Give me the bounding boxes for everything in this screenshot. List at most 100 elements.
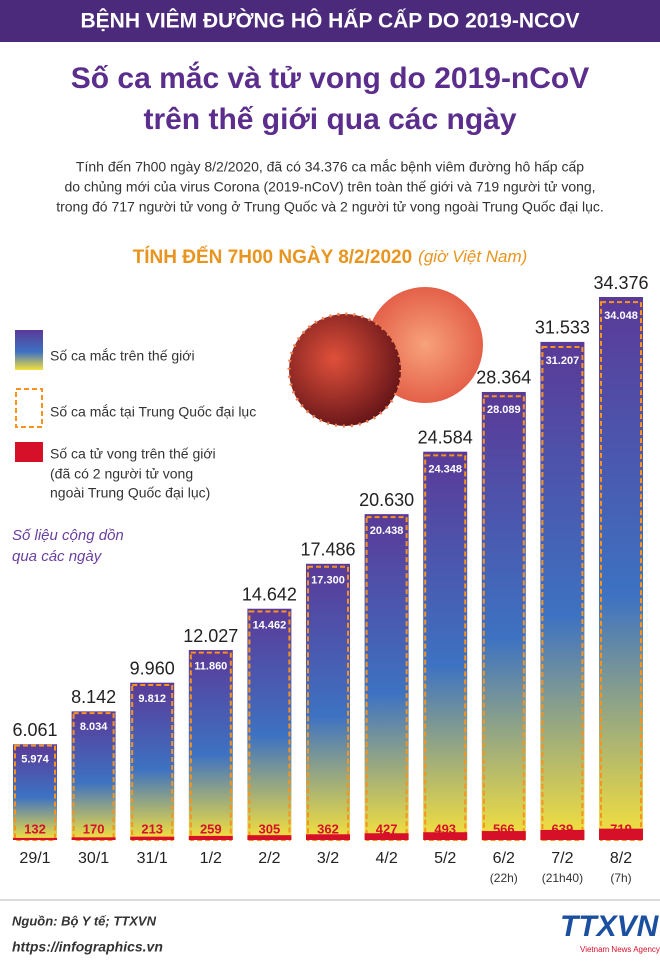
value-label: 719 xyxy=(610,821,632,836)
legend-label: Số ca tử vong trên thế giới xyxy=(50,446,216,462)
value-label: 5.974 xyxy=(21,754,49,766)
legend-swatch xyxy=(15,442,43,462)
value-label: 20.630 xyxy=(359,490,414,510)
value-label: 566 xyxy=(493,821,515,836)
x-tick-label: 6/2 xyxy=(493,850,515,867)
value-label: 639 xyxy=(552,821,574,836)
death-bar xyxy=(188,835,233,840)
legend-label: Số ca mắc tại Trung Quốc đại lục xyxy=(50,404,256,420)
value-label: 24.584 xyxy=(418,427,473,447)
bar xyxy=(130,682,175,840)
china-bar xyxy=(189,651,232,841)
value-label: 362 xyxy=(317,821,339,836)
x-tick-label: 5/2 xyxy=(434,850,456,867)
death-bar xyxy=(364,833,409,840)
value-label: 493 xyxy=(434,821,456,836)
header-band xyxy=(0,0,660,42)
value-label: 28.364 xyxy=(476,368,531,388)
value-label: 132 xyxy=(24,821,46,836)
x-tick-label: 29/1 xyxy=(19,850,50,867)
x-tick-label: 2/2 xyxy=(258,850,280,867)
value-label: 28.089 xyxy=(487,404,521,416)
subtitle: TÍNH ĐẾN 7H00 NGÀY 8/2/2020 (giờ Việt Nam… xyxy=(133,246,528,268)
china-bar xyxy=(482,395,525,841)
value-label: 9.960 xyxy=(130,658,175,678)
x-tick-note: (22h) xyxy=(490,871,518,885)
value-label: 20.438 xyxy=(370,525,404,537)
legend-note: ngoài Trung Quốc đại lục) xyxy=(50,485,210,501)
x-tick-label: 7/2 xyxy=(551,850,573,867)
value-label: 259 xyxy=(200,821,222,836)
legend-note: (đã có 2 người tử vong xyxy=(50,466,193,482)
legend-label: Số ca mắc trên thế giới xyxy=(50,348,195,364)
subtitle-main: TÍNH ĐẾN 7H00 NGÀY 8/2/2020 xyxy=(133,246,413,268)
value-label: 170 xyxy=(83,821,105,836)
value-label: 14.642 xyxy=(242,584,297,604)
legend-swatch xyxy=(15,388,43,428)
x-tick-label: 4/2 xyxy=(375,850,397,867)
x-tick-label: 3/2 xyxy=(317,850,339,867)
x-tick-label: 8/2 xyxy=(610,850,632,867)
title: Số ca mắc và tử vong do 2019-nCoV xyxy=(71,61,590,95)
china-bar xyxy=(131,684,174,841)
bar xyxy=(188,650,233,840)
bar xyxy=(423,451,468,840)
x-tick-label: 30/1 xyxy=(78,850,109,867)
x-tick-label: 31/1 xyxy=(137,850,168,867)
description: trong đó 717 người tử vong ở Trung Quốc … xyxy=(56,199,604,215)
value-label: 6.061 xyxy=(12,720,57,740)
legend-swatch xyxy=(15,330,43,370)
death-bar xyxy=(599,828,643,840)
china-bar xyxy=(307,565,349,841)
death-bar xyxy=(540,829,585,840)
bar xyxy=(13,744,57,840)
bar xyxy=(306,563,350,840)
x-tick-note: (7h) xyxy=(610,871,631,885)
source: Nguồn: Bộ Y tế; TTXVN xyxy=(12,913,157,928)
value-label: 8.034 xyxy=(80,721,108,733)
value-label: 12.027 xyxy=(183,626,238,646)
value-label: 31.207 xyxy=(546,355,580,367)
death-bar xyxy=(247,835,292,840)
annotation: qua các ngày xyxy=(12,548,103,565)
death-bar xyxy=(71,837,116,840)
description: do chủng mới của virus Corona (2019-nCoV… xyxy=(64,179,595,195)
value-label: 17.486 xyxy=(300,540,355,560)
china-bar xyxy=(600,301,642,842)
logo: TTXVN xyxy=(560,910,660,943)
death-bar xyxy=(13,837,57,840)
death-bar xyxy=(130,836,175,840)
value-label: 9.812 xyxy=(138,693,166,705)
china-bar xyxy=(365,516,408,842)
value-label: 31.533 xyxy=(535,318,590,338)
value-label: 213 xyxy=(141,821,163,836)
logo-subtitle: Vietnam News Agency xyxy=(580,945,660,954)
death-bar xyxy=(423,832,468,840)
bar xyxy=(364,514,409,840)
death-bar xyxy=(481,831,526,840)
value-label: 14.462 xyxy=(253,619,287,631)
value-label: 34.048 xyxy=(604,310,638,322)
virus-image xyxy=(287,287,483,428)
subtitle-note: (giờ Việt Nam) xyxy=(418,247,527,266)
url: https://infographics.vn xyxy=(12,939,163,955)
bar xyxy=(599,297,643,840)
title: trên thế giới qua các ngày xyxy=(143,103,516,136)
bar xyxy=(481,391,526,840)
x-tick-label: 1/2 xyxy=(200,850,222,867)
value-label: 24.348 xyxy=(428,463,462,475)
bar xyxy=(247,608,292,840)
value-label: 427 xyxy=(376,821,398,836)
value-label: 305 xyxy=(259,821,281,836)
value-label: 17.300 xyxy=(311,575,345,587)
death-bar xyxy=(306,834,350,840)
x-tick-note: (21h40) xyxy=(542,871,583,885)
bar xyxy=(71,711,116,840)
description: Tính đến 7h00 ngày 8/2/2020, đã có 34.37… xyxy=(76,159,584,175)
header: BỆNH VIÊM ĐƯỜNG HÔ HẤP CẤP DO 2019-NCOV xyxy=(81,9,580,33)
bar xyxy=(540,341,585,840)
value-label: 34.376 xyxy=(593,273,648,293)
annotation: Số liệu cộng dồn xyxy=(12,527,124,544)
value-label: 8.142 xyxy=(71,687,116,707)
